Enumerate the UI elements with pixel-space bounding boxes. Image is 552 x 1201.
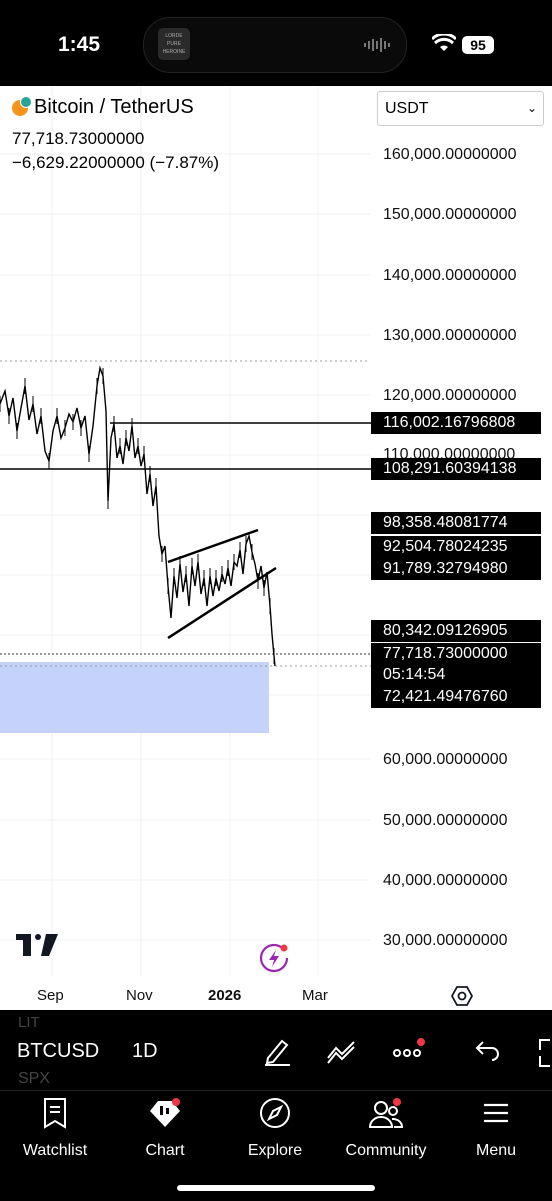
home-indicator — [177, 1185, 375, 1191]
chart-tab-icon — [150, 1098, 180, 1127]
tab-label: Menu — [475, 1142, 517, 1159]
price-tag: 98,358.48081774 — [371, 512, 541, 534]
community-icon — [368, 1098, 404, 1128]
symbol-button[interactable]: BTCUSD — [17, 1040, 100, 1062]
audio-wave-icon — [364, 38, 390, 52]
compass-icon — [260, 1098, 290, 1128]
price-change: −6,629.22000000 (−7.87%) — [12, 153, 220, 172]
more-options-icon[interactable] — [392, 1036, 426, 1066]
symbol-title[interactable]: Bitcoin / TetherUS — [12, 95, 194, 119]
time-axis-label: Sep — [37, 987, 64, 1004]
undo-icon[interactable] — [472, 1036, 500, 1066]
current-price-tag: 77,718.73000000 — [371, 643, 541, 665]
price-axis-label: 60,000.00000000 — [383, 751, 508, 768]
price-axis-label: 130,000.00000000 — [383, 327, 517, 344]
countdown-tag: 05:14:54 — [371, 664, 541, 686]
ghost-symbol: LIT — [18, 1014, 40, 1031]
trendline-lower — [167, 566, 277, 640]
price-axis-label: 140,000.00000000 — [383, 267, 517, 284]
bitcoin-icon — [12, 95, 32, 116]
currency-select[interactable]: USDT ⌄ — [377, 91, 544, 126]
clock: 1:45 — [58, 33, 101, 56]
time-axis-label: 2026 — [208, 987, 242, 1004]
chevron-down-icon: ⌄ — [526, 101, 537, 115]
price-tag: 80,342.09126905 — [371, 620, 541, 642]
currency-value: USDT — [385, 100, 429, 117]
price-axis-label: 50,000.00000000 — [383, 812, 508, 829]
price-tag: 72,421.49476760 — [371, 686, 541, 708]
status-bar: 1:45 LORDE PURE HEROINE 95 — [0, 0, 552, 86]
ghost-symbol: SPX — [18, 1070, 51, 1087]
tab-bar: Watchlist Chart Explore Community Me — [0, 1090, 552, 1201]
price-axis-label: 150,000.00000000 — [383, 206, 517, 223]
time-axis-label: Mar — [302, 987, 328, 1004]
chart-toolbar: LIT BTCUSD 1D SPX — [0, 1010, 552, 1090]
price-chart[interactable] — [0, 86, 552, 1010]
last-price: 77,718.73000000 — [12, 129, 145, 148]
tab-watchlist[interactable]: Watchlist — [0, 1097, 110, 1160]
tab-explore[interactable]: Explore — [220, 1097, 330, 1160]
chart-area[interactable]: Bitcoin / TetherUS 77,718.73000000 −6,62… — [0, 86, 552, 1010]
price-tag: 108,291.60394138 — [371, 458, 541, 480]
tab-label: Community — [345, 1142, 427, 1159]
tab-chart[interactable]: Chart — [110, 1097, 220, 1160]
album-art: LORDE PURE HEROINE — [158, 28, 190, 60]
trendline-upper — [167, 528, 259, 564]
tradingview-logo — [16, 934, 58, 956]
pair-name: Bitcoin / TetherUS — [34, 96, 194, 118]
fullscreen-icon[interactable] — [534, 1036, 552, 1070]
flash-button[interactable] — [259, 943, 289, 973]
tab-menu[interactable]: Menu — [441, 1097, 551, 1160]
price-tag: 92,504.78024235 — [371, 536, 541, 558]
range-box — [0, 662, 269, 733]
price-axis-label: 30,000.00000000 — [383, 932, 508, 949]
indicators-icon[interactable] — [326, 1036, 358, 1066]
tab-label: Explore — [247, 1142, 303, 1159]
tab-label: Chart — [145, 1142, 185, 1159]
time-axis-label: Nov — [126, 987, 153, 1004]
price-line — [0, 365, 276, 667]
tab-label: Watchlist — [22, 1142, 88, 1159]
price-tag: 91,789.32794980 — [371, 558, 541, 580]
battery-indicator: 95 — [462, 36, 494, 54]
tab-community[interactable]: Community — [331, 1097, 441, 1160]
dynamic-island[interactable]: LORDE PURE HEROINE — [143, 17, 407, 73]
timeframe-button[interactable]: 1D — [132, 1040, 158, 1062]
drawing-tool-icon[interactable] — [262, 1036, 292, 1066]
price-tag: 116,002.16796808 — [371, 412, 541, 434]
price-axis-label: 40,000.00000000 — [383, 872, 508, 889]
watchlist-icon — [44, 1098, 66, 1129]
hamburger-icon — [484, 1103, 508, 1123]
price-axis-label: 160,000.00000000 — [383, 146, 517, 163]
chart-settings-icon[interactable] — [451, 985, 473, 1007]
wifi-icon — [432, 34, 456, 51]
price-axis-label: 120,000.00000000 — [383, 387, 517, 404]
lightning-icon — [259, 943, 289, 973]
